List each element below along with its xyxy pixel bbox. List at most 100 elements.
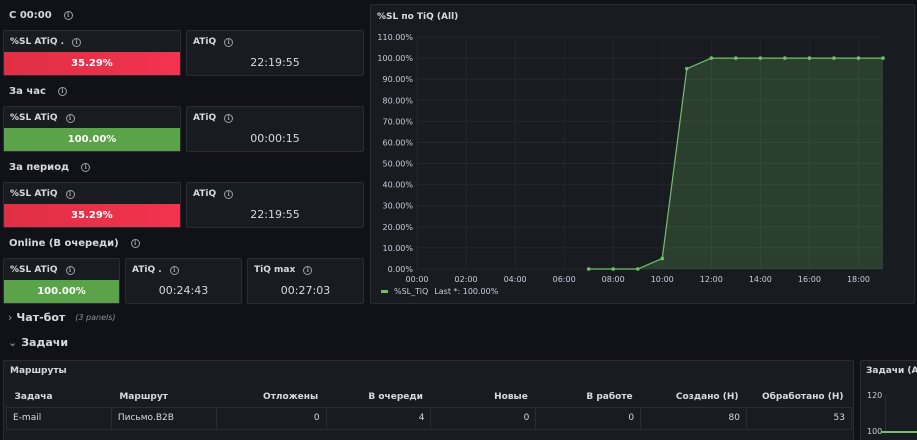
section-title-online-queue: Online (В очереди) i xyxy=(9,238,140,249)
info-icon[interactable]: i xyxy=(303,265,313,275)
info-icon[interactable]: i xyxy=(224,113,234,123)
x-tick-label: 14:00 xyxy=(749,275,772,284)
chart-panel-sl-by-tiq: %SL по TiQ (All) 110.00% 100.00% 90.00% 80.… xyxy=(370,4,915,304)
column-header[interactable]: Задача xyxy=(14,391,53,402)
column-header[interactable]: Обработано (Н) xyxy=(761,391,844,402)
data-point xyxy=(635,267,640,271)
stat-panel-sl-atiq-4: %SL ATiQ i 100.00% xyxy=(3,258,120,304)
stat-panel-sl-atiq-2: %SL ATiQ i 100.00% xyxy=(3,106,181,152)
data-point xyxy=(660,256,665,261)
x-tick-label: 10:00 xyxy=(651,275,674,284)
info-icon[interactable]: i xyxy=(65,265,75,275)
section-label: Online (В очереди) xyxy=(9,238,119,249)
table-title: Маршруты xyxy=(10,366,67,376)
panel-title: TiQ max i xyxy=(254,265,313,275)
stat-panel-sl-atiq-1: %SL ATiQ . i 35.29% xyxy=(3,30,181,76)
row-tasks[interactable]: ⌄ Задачи xyxy=(8,336,68,349)
panel-title-label: ATiQ xyxy=(193,113,217,123)
y-tick-label: 30.00% xyxy=(382,202,413,211)
info-icon[interactable]: i xyxy=(65,189,75,199)
stat-value: 35.29% xyxy=(71,58,113,69)
info-icon[interactable]: i xyxy=(81,163,91,172)
table-cell: 0 xyxy=(430,406,537,430)
chart-svg: 110.00% 100.00% 90.00% 80.00% 70.00% 60.00% 50… xyxy=(377,33,885,284)
info-icon[interactable]: i xyxy=(224,189,234,199)
stat-panel-atiq-4: ATiQ . i 00:24:43 xyxy=(125,258,242,304)
column-header[interactable]: Отложены xyxy=(263,391,319,402)
tasks-chart-panel: Задачи (All) 120 100 xyxy=(860,360,917,440)
table-header-row: Задача Маршрут Отложены В очереди Новые … xyxy=(7,387,852,407)
section-title-last-hour: За час i xyxy=(9,86,67,97)
chart-legend[interactable]: %SL_TiQ Last *: 100.00% xyxy=(381,287,498,296)
y-tick-label: 100.00% xyxy=(377,54,413,63)
info-icon[interactable]: i xyxy=(63,11,73,20)
x-tick-label: 18:00 xyxy=(847,275,870,284)
info-icon[interactable]: i xyxy=(130,239,140,248)
legend-last-value: Last *: 100.00% xyxy=(434,287,499,296)
y-tick-label: 90.00% xyxy=(382,75,413,84)
stat-value: 22:19:55 xyxy=(250,208,300,221)
panel-title: %SL ATiQ i xyxy=(10,113,75,123)
x-tick-label: 16:00 xyxy=(798,275,821,284)
panel-title: ATiQ i xyxy=(193,189,234,199)
panel-title: ATiQ i xyxy=(193,37,234,47)
stat-panel-sl-atiq-3: %SL ATiQ i 35.29% xyxy=(3,182,181,228)
info-icon[interactable]: i xyxy=(72,37,82,47)
column-header[interactable]: Создано (Н) xyxy=(675,391,739,402)
table-cell: E-mail xyxy=(6,406,112,430)
panel-title-label: ATiQ . xyxy=(132,265,162,275)
stat-value: 35.29% xyxy=(71,210,113,221)
panel-title-label: %SL ATiQ xyxy=(10,189,58,199)
column-header[interactable]: В очереди xyxy=(368,391,423,402)
section-label: За час xyxy=(9,86,46,97)
info-icon[interactable]: i xyxy=(224,37,234,47)
section-label: С 00:00 xyxy=(9,10,52,21)
panel-title: ATiQ i xyxy=(193,113,234,123)
x-tick-label: 00:00 xyxy=(405,275,428,284)
table-cell: 4 xyxy=(325,406,432,430)
section-title-since-midnight: С 00:00 i xyxy=(9,10,73,21)
panel-title: %SL ATiQ i xyxy=(10,189,75,199)
section-label: За период xyxy=(9,162,70,173)
stat-value: 22:19:55 xyxy=(250,56,300,69)
table-cell: 53 xyxy=(746,406,852,430)
stat-panel-atiq-1: ATiQ i 22:19:55 xyxy=(186,30,364,76)
data-point xyxy=(684,66,689,71)
chevron-down-icon: ⌄ xyxy=(8,336,18,349)
data-point xyxy=(709,56,714,60)
table-cell: 0 xyxy=(215,406,327,430)
routes-table-panel: Маршруты Задача Маршрут Отложены В очере… xyxy=(3,360,854,440)
y-tick-label: 100 xyxy=(867,427,883,436)
stat-value: 100.00% xyxy=(67,134,117,145)
section-title-period: За период i xyxy=(9,162,91,173)
data-point xyxy=(783,56,787,60)
x-tick-label: 08:00 xyxy=(602,275,625,284)
table-cell: Письмо.B2B xyxy=(110,406,217,430)
x-tick-label: 02:00 xyxy=(455,275,478,284)
x-tick-label: 04:00 xyxy=(504,275,527,284)
row-panel-count: (3 panels) xyxy=(75,313,116,322)
stat-value-bar: 35.29% xyxy=(4,52,180,75)
column-header[interactable]: В работе xyxy=(586,391,633,402)
y-tick-label: 60.00% xyxy=(382,138,413,147)
info-icon[interactable]: i xyxy=(65,113,75,123)
column-header[interactable]: Маршрут xyxy=(119,391,168,402)
row-chatbot[interactable]: › Чат-бот (3 panels) xyxy=(8,311,116,324)
y-tick-label: 20.00% xyxy=(382,223,413,232)
y-tick-label: 40.00% xyxy=(382,181,413,190)
info-icon[interactable]: i xyxy=(57,87,67,96)
data-point xyxy=(758,56,763,60)
chart-title: %SL по TiQ (All) xyxy=(377,12,459,22)
info-icon[interactable]: i xyxy=(169,265,179,275)
data-point xyxy=(611,267,616,271)
column-header[interactable]: Новые xyxy=(494,391,528,402)
series-line xyxy=(881,431,917,433)
stat-value: 100.00% xyxy=(37,286,86,297)
y-tick-label: 50.00% xyxy=(382,160,413,169)
panel-title: %SL ATiQ . i xyxy=(10,37,82,47)
data-point xyxy=(832,56,836,60)
stat-value: 00:00:15 xyxy=(250,132,300,145)
y-tick-label: 70.00% xyxy=(382,117,413,126)
data-point xyxy=(807,56,812,60)
y-tick-label: 110.00% xyxy=(377,33,413,42)
